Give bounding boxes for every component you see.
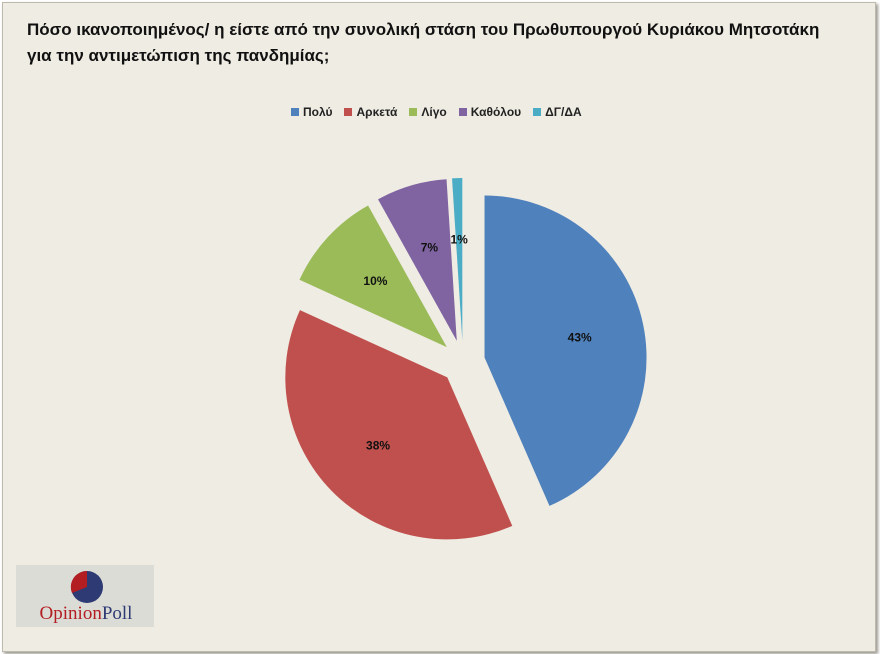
chart-title: Πόσο ικανοποιημένος/ η είστε από την συν… <box>27 20 820 65</box>
legend-label: ΔΓ/ΔΑ <box>545 105 582 119</box>
pie-data-label: 7% <box>421 241 439 255</box>
chart-legend: Πολύ Αρκετά Λίγο Καθόλου ΔΓ/ΔΑ <box>291 105 582 119</box>
legend-item: Καθόλου <box>458 105 522 119</box>
logo-text-poll: Poll <box>101 603 133 624</box>
pie-data-label: 43% <box>568 331 592 345</box>
legend-item: ΔΓ/ΔΑ <box>533 105 582 119</box>
legend-swatch <box>291 108 299 116</box>
legend-label: Καθόλου <box>470 105 522 119</box>
legend-swatch <box>458 108 467 116</box>
legend-item: Πολύ <box>291 105 332 119</box>
pie-data-label: 38% <box>366 439 390 453</box>
legend-swatch <box>344 108 353 116</box>
pie-slice <box>378 179 457 341</box>
logo-text-opinion: Opinion <box>39 603 102 624</box>
logo-text: OpinionPoll <box>20 603 152 625</box>
pie-slice <box>484 195 647 506</box>
opinion-poll-logo: OpinionPoll <box>16 565 154 627</box>
pie-slice <box>299 205 447 348</box>
logo-pie-icon <box>70 570 103 603</box>
pie-data-label: 1% <box>450 233 468 247</box>
legend-swatch <box>409 108 418 116</box>
legend-label: Αρκετά <box>356 105 398 119</box>
pie-slice <box>452 178 463 341</box>
pie-data-label: 10% <box>363 274 387 288</box>
legend-item: Αρκετά <box>344 105 397 119</box>
legend-item: Λίγο <box>409 105 447 119</box>
legend-label: Λίγο <box>421 105 447 119</box>
legend-swatch <box>533 108 542 116</box>
pie-slice <box>285 310 513 540</box>
legend-label: Πολύ <box>303 105 333 119</box>
